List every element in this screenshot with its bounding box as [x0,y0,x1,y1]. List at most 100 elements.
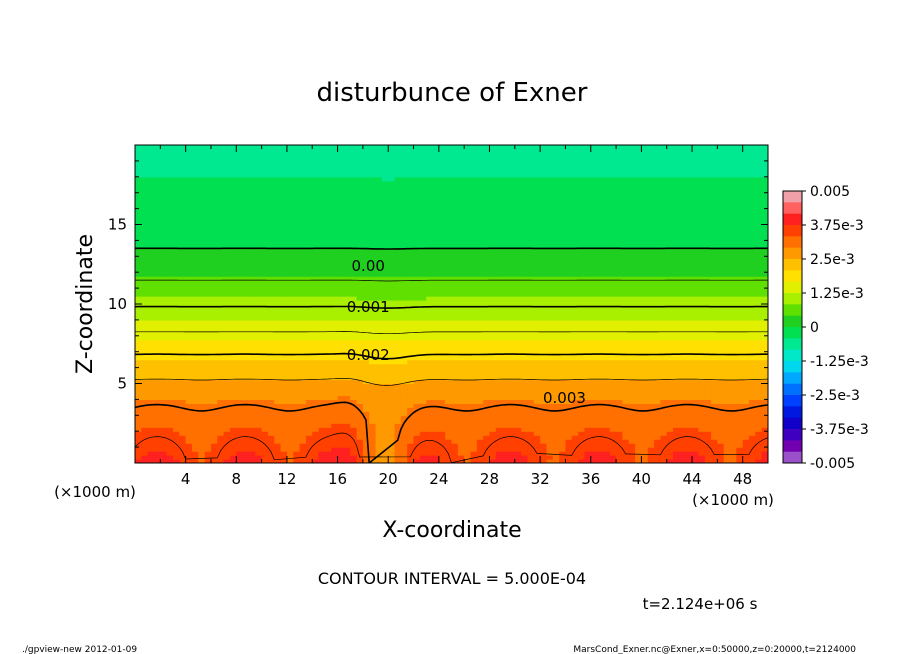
field-cell [489,383,497,389]
field-cell [166,268,174,273]
field-cell [400,272,408,277]
field-cell [299,391,307,397]
field-cell [476,331,484,337]
field-cell [641,447,649,452]
field-cell [521,343,529,349]
field-cell [483,339,491,345]
field-cell [166,443,174,448]
field-cell [413,391,421,397]
field-cell [654,296,661,301]
field-cell [666,311,674,317]
field-cell [166,311,174,317]
field-cell [185,371,193,377]
field-cell [318,339,326,345]
field-cell [331,300,339,305]
field-cell [685,391,693,397]
field-cell [685,383,693,389]
field-cell [666,359,674,365]
field-cell [331,415,339,420]
field-cell [248,347,256,353]
field-cell [204,435,212,440]
field-cell [514,423,522,428]
field-cell [489,443,497,448]
field-cell [597,379,605,385]
field-cell [242,268,250,273]
field-cell [242,375,250,381]
field-cell [685,371,693,377]
field-cell [635,439,642,444]
field-cell [641,339,649,345]
field-cell [337,280,345,285]
field-cell [679,375,687,381]
field-cell [191,411,199,416]
field-cell [704,319,712,325]
field-cell [464,451,472,456]
field-cell [508,399,516,404]
field-cell [318,399,326,404]
field-cell [236,399,244,404]
field-cell [749,363,756,369]
field-cell [356,391,364,397]
field-cell [350,284,358,289]
field-cell [381,280,389,285]
field-cell [476,387,484,393]
field-cell [736,300,744,305]
field-cell [242,335,250,341]
field-cell [381,431,389,436]
field-cell [464,443,472,448]
field-cell [489,407,497,412]
field-cell [198,315,206,321]
field-cell [749,292,756,297]
field-cell [400,431,408,436]
field-cell [584,343,592,349]
field-cell [540,315,548,321]
field-cell [457,288,465,293]
field-cell [603,280,611,285]
field-cell [673,359,680,365]
field-cell [204,399,212,404]
field-cell [419,347,427,353]
field-cell [185,403,193,408]
field-cell [622,300,630,305]
field-cell [622,363,630,369]
field-cell [172,315,180,321]
field-cell [654,387,661,393]
field-cell [692,423,699,428]
field-cell [464,280,472,285]
field-cell [641,443,649,448]
field-cell [135,300,142,305]
field-cell [343,367,351,373]
field-cell [660,272,668,277]
field-cell [419,399,427,404]
field-cell [654,459,661,463]
field-cell [736,331,744,337]
field-cell [502,383,510,389]
field-cell [280,343,288,349]
field-cell [723,367,731,373]
field-cell [717,359,725,365]
field-cell [356,443,364,448]
field-cell [261,427,269,432]
field-cell [407,427,415,432]
field-cell [255,292,263,297]
field-cell [508,431,516,436]
field-cell [761,383,768,389]
field-cell [730,363,737,369]
field-cell [166,447,174,452]
field-cell [685,447,693,452]
field-cell [299,319,307,325]
field-cell [673,335,680,341]
field-cell [502,423,510,428]
field-cell [502,331,510,337]
field-cell [324,315,332,321]
field-cell [711,288,718,293]
field-cell [730,272,737,277]
field-cell [223,280,231,285]
field-cell [204,379,212,385]
field-cell [337,367,345,373]
field-cell [622,264,630,269]
field-cell [179,323,187,329]
field-cell [135,439,142,444]
field-cell [255,331,263,337]
field-cell [445,264,453,269]
